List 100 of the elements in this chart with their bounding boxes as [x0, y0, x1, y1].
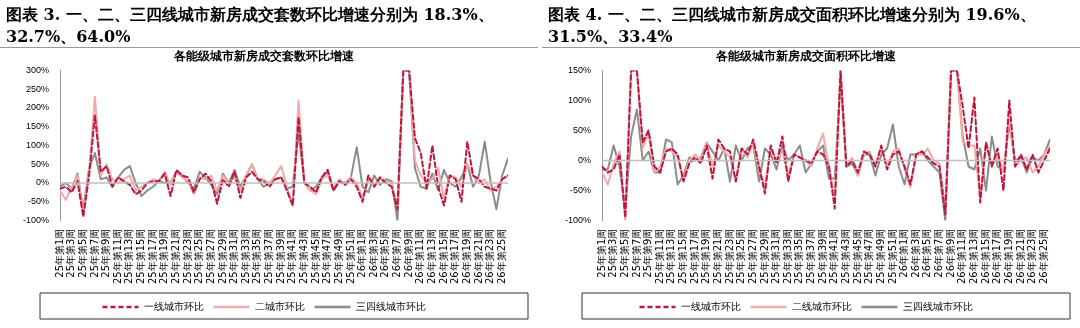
x-tick-label: 25年第31周 — [228, 228, 240, 284]
x-tick-label: 25年第15周 — [135, 228, 147, 284]
y-tick-label: 150% — [567, 64, 592, 75]
x-tick-label: 25年第33周 — [239, 228, 251, 284]
x-tick-label: 26年第25周 — [495, 228, 507, 284]
x-tick-label: 26年第21周 — [1014, 228, 1026, 284]
x-tick-label: 25年第31周 — [770, 228, 782, 284]
x-tick-label: 26年第19周 — [1002, 228, 1014, 284]
x-tick-label: 26年第17周 — [449, 228, 461, 284]
x-tick-label: 25年第21周 — [169, 228, 181, 284]
x-tick-label: 26年第9周 — [402, 228, 414, 278]
x-tick-label: 26年第9周 — [944, 228, 956, 278]
y-tick-label: 0% — [36, 177, 50, 188]
x-tick-label: 25年第17周 — [688, 228, 700, 284]
x-tick-label: 25年第45周 — [309, 228, 321, 284]
x-tick-label: 26年第11周 — [414, 228, 426, 284]
x-tick-label: 25年第37周 — [805, 228, 817, 284]
x-tick-label: 26年第21周 — [472, 228, 484, 284]
legend-label: 一线城市环比 — [143, 300, 204, 312]
x-tick-label: 25年第29周 — [758, 228, 770, 284]
y-tick-label: 50% — [573, 124, 592, 135]
x-tick-label: 26年第11周 — [956, 228, 968, 284]
x-tick-label: 25年第25周 — [735, 228, 747, 284]
y-tick-label: -100% — [565, 215, 592, 226]
x-tick-label: 26年第1周 — [898, 228, 910, 278]
x-tick-label: 25年第51周 — [344, 228, 356, 284]
x-tick-label: 25年第23周 — [723, 228, 735, 284]
x-tick-label: 25年第37周 — [263, 228, 275, 284]
x-tick-label: 26年第3周 — [367, 228, 379, 278]
x-tick-label: 26年第17周 — [991, 228, 1003, 284]
x-tick-label: 25年第9周 — [642, 228, 654, 278]
x-tick-label: 26年第13周 — [425, 228, 437, 284]
x-tick-label: 25年第49周 — [874, 228, 886, 284]
x-tick-label: 25年第45周 — [851, 228, 863, 284]
x-tick-label: 26年第5周 — [379, 228, 391, 278]
x-tick-label: 25年第3周 — [607, 228, 619, 278]
y-tick-label: 150% — [25, 121, 50, 132]
x-tick-label: 25年第39周 — [816, 228, 828, 284]
legend-label: 二线城市环比 — [791, 300, 852, 312]
x-tick-label: 25年第41周 — [286, 228, 298, 284]
x-tick-label: 26年第23周 — [1026, 228, 1038, 284]
x-tick-label: 25年第47周 — [321, 228, 333, 284]
x-tick-label: 25年第1周 — [595, 228, 607, 278]
x-tick-label: 26年第13周 — [967, 228, 979, 284]
x-tick-label: 25年第3周 — [65, 228, 77, 278]
y-tick-label: 200% — [25, 102, 50, 113]
legend-label: 三四线城市环比 — [355, 300, 426, 312]
chart-subtitle: 各能级城市新房成交面积环比增速 — [715, 49, 897, 64]
x-tick-label: 25年第19周 — [700, 228, 712, 284]
x-tick-label: 25年第35周 — [251, 228, 263, 284]
y-tick-label: 300% — [25, 64, 50, 75]
x-tick-label: 25年第11周 — [653, 228, 665, 284]
x-tick-label: 25年第25周 — [193, 228, 205, 284]
x-tick-label: 25年第9周 — [100, 228, 112, 278]
x-tick-label: 25年第21周 — [711, 228, 723, 284]
x-tick-label: 25年第19周 — [158, 228, 170, 284]
x-tick-label: 25年第15周 — [677, 228, 689, 284]
x-tick-label: 25年第17周 — [146, 228, 158, 284]
x-tick-label: 26年第19周 — [460, 228, 472, 284]
x-tick-label: 25年第27周 — [746, 228, 758, 284]
legend-label: 三四线城市环比 — [902, 300, 973, 312]
x-tick-label: 25年第11周 — [111, 228, 123, 284]
y-tick-label: 250% — [25, 83, 50, 94]
x-tick-label: 25年第43周 — [297, 228, 309, 284]
x-tick-label: 26年第15周 — [437, 228, 449, 284]
y-tick-label: -100% — [23, 215, 50, 226]
x-tick-label: 25年第13周 — [123, 228, 135, 284]
y-tick-label: -50% — [28, 196, 50, 207]
x-tick-label: 26年第15周 — [979, 228, 991, 284]
x-tick-label: 25年第13周 — [665, 228, 677, 284]
x-tick-label: 25年第1周 — [53, 228, 65, 278]
x-tick-label: 26年第5周 — [921, 228, 933, 278]
x-tick-label: 25年第33周 — [781, 228, 793, 284]
x-tick-label: 25年第47周 — [863, 228, 875, 284]
legend-label: 一线城市环比 — [680, 300, 741, 312]
y-tick-label: 100% — [25, 139, 50, 150]
x-tick-label: 25年第7周 — [88, 228, 100, 278]
x-tick-label: 25年第7周 — [630, 228, 642, 278]
x-tick-label: 25年第35周 — [793, 228, 805, 284]
x-tick-label: 25年第49周 — [332, 228, 344, 284]
x-tick-label: 26年第23周 — [484, 228, 496, 284]
y-tick-label: 50% — [31, 158, 50, 169]
x-tick-label: 25年第5周 — [618, 228, 630, 278]
y-tick-label: -50% — [570, 185, 592, 196]
chart-title: 图表 3. 一、二、三四线城市新房成交套数环比增速分别为 18.3%、32.7%、64.0% — [0, 0, 538, 48]
x-tick-label: 25年第39周 — [274, 228, 286, 284]
chart-subtitle: 各能级城市新房成交套数环比增速 — [173, 49, 355, 64]
x-tick-label: 26年第7周 — [933, 228, 945, 278]
x-tick-label: 26年第7周 — [391, 228, 403, 278]
x-tick-label: 26年第3周 — [909, 228, 921, 278]
x-tick-label: 25年第43周 — [839, 228, 851, 284]
legend-label: 二城市环比 — [254, 300, 305, 312]
y-tick-label: 0% — [578, 154, 592, 165]
x-tick-label: 25年第27周 — [204, 228, 216, 284]
x-tick-label: 25年第5周 — [76, 228, 88, 278]
y-tick-label: 100% — [567, 94, 592, 105]
x-tick-label: 25年第41周 — [828, 228, 840, 284]
x-tick-label: 25年第23周 — [181, 228, 193, 284]
x-tick-label: 25年第51周 — [886, 228, 898, 284]
x-tick-label: 26年第1周 — [356, 228, 368, 278]
